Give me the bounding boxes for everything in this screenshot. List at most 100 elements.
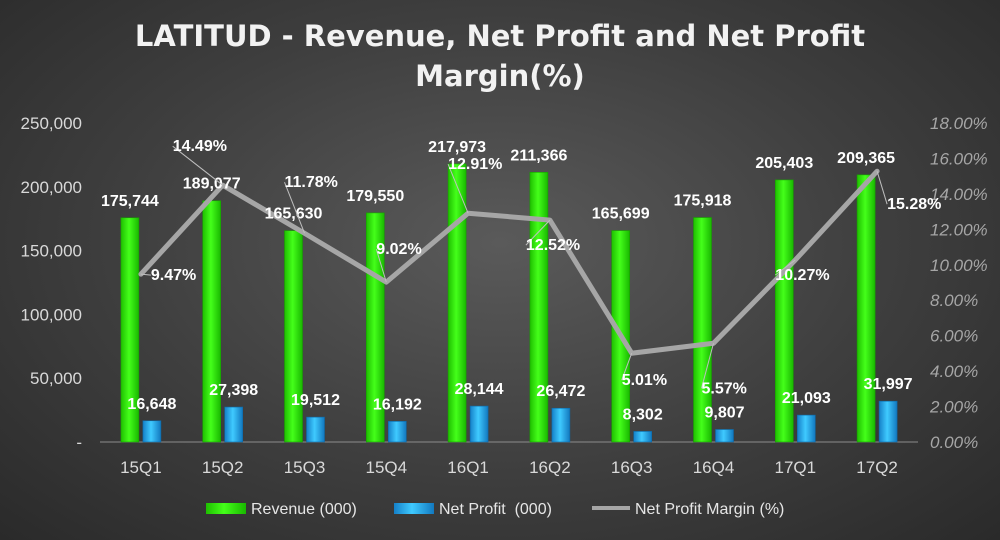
margin-data-label: 5.57% (702, 380, 747, 397)
revenue-data-label: 165,630 (265, 206, 323, 223)
net-profit-bar (551, 407, 571, 443)
left-tick-label: - (76, 433, 82, 452)
net-profit-bar (142, 420, 162, 443)
chart-title-line-2: Margin(%) (415, 59, 585, 93)
revenue-data-label: 217,973 (428, 139, 486, 156)
net-profit-bar (878, 400, 898, 443)
net-profit-data-label: 19,512 (291, 392, 340, 409)
left-tick-label: 50,000 (30, 369, 82, 388)
legend-label-revenue: Revenue (000) (251, 501, 357, 518)
right-tick-label: 14.00% (930, 185, 988, 204)
revenue-bar (284, 230, 303, 443)
legend-item-revenue: Revenue (000) (206, 501, 357, 518)
revenue-data-label: 209,365 (837, 150, 895, 167)
right-tick-label: 12.00% (930, 220, 988, 239)
revenue-bar (774, 179, 794, 443)
revenue-data-label: 205,403 (755, 155, 813, 172)
margin-label-leader (701, 343, 714, 389)
margin-data-label: 11.78% (285, 174, 338, 191)
margin-line-path (138, 168, 880, 356)
margin-data-label: 9.47% (151, 267, 196, 284)
right-tick-label: 4.00% (930, 362, 978, 381)
net-profit-bar (306, 416, 325, 443)
revenue-data-label: 165,699 (592, 206, 650, 223)
revenue-data-label: 189,077 (183, 176, 241, 193)
legend-item-margin: Net Profit Margin (%) (592, 501, 784, 518)
net-profit-bars (142, 400, 898, 443)
data-labels: 175,744 189,077 165,630 179,550 217,973 211,3… (101, 138, 941, 423)
left-tick-label: 150,000 (21, 242, 82, 261)
revenue-data-label: 179,550 (346, 188, 404, 205)
category-label: 15Q4 (366, 458, 408, 477)
margin-data-label: 12.52% (526, 237, 580, 254)
margin-label-leader (525, 219, 551, 246)
category-label: 16Q2 (529, 458, 571, 477)
right-tick-label: 0.00% (930, 433, 978, 452)
net-profit-data-label: 9,807 (704, 404, 744, 421)
net-profit-data-label: 31,997 (864, 376, 913, 393)
right-axis-ticks: 0.00% 2.00% 4.00% 6.00% 8.00% 10.00% 12.00% 14.… (929, 114, 988, 452)
net-profit-data-label: 27,398 (209, 382, 258, 399)
revenue-bar (529, 171, 549, 443)
margin-data-label: 10.27% (775, 267, 829, 284)
right-tick-label: 10.00% (930, 256, 988, 275)
revenue-bar (447, 163, 467, 443)
revenue-bar (202, 200, 221, 443)
legend-label-net-profit: Net Profit (000) (439, 501, 552, 518)
category-label: 17Q1 (775, 458, 817, 477)
right-tick-label: 18.00% (930, 114, 988, 133)
net-profit-data-label: 16,648 (127, 396, 176, 413)
margin-data-label: 14.49% (173, 138, 227, 155)
net-profit-bar (633, 431, 653, 443)
category-label: 16Q3 (611, 458, 653, 477)
margin-label-leader (375, 249, 387, 283)
margin-data-label: 5.01% (622, 372, 667, 389)
net-profit-bar (469, 405, 489, 443)
margin-label-leader (447, 164, 469, 214)
margin-label-leader (140, 273, 151, 276)
revenue-bar (693, 217, 712, 443)
net-profit-data-label: 21,093 (782, 390, 831, 407)
net-profit-data-label: 28,144 (455, 381, 504, 398)
margin-label-leader (774, 259, 796, 276)
revenue-bar (856, 174, 876, 443)
net-profit-data-label: 8,302 (623, 406, 663, 423)
net-profit-bar (387, 421, 407, 443)
margin-label-leader (621, 353, 633, 381)
margin-label-leader (284, 182, 305, 234)
legend: Revenue (000) Net Profit (000) Net Profi… (206, 501, 784, 518)
net-profit-margin-line (138, 168, 880, 356)
margin-label-leader (172, 145, 224, 186)
right-tick-label: 2.00% (929, 398, 978, 417)
revenue-data-label: 175,744 (101, 193, 159, 210)
category-label: 16Q1 (447, 458, 489, 477)
legend-swatch-net-profit (394, 503, 434, 514)
left-tick-label: 200,000 (21, 178, 82, 197)
left-tick-label: 250,000 (21, 114, 82, 133)
category-label: 15Q2 (202, 458, 244, 477)
legend-item-net-profit: Net Profit (000) (394, 501, 552, 518)
net-profit-bar (796, 414, 816, 443)
net-profit-data-label: 16,192 (373, 396, 422, 413)
revenue-data-label: 211,366 (510, 147, 567, 164)
margin-label-leader (876, 171, 888, 205)
legend-swatch-revenue (206, 503, 246, 514)
chart-title-line-1: LATITUD - Revenue, Net Profit and Net Pr… (135, 19, 865, 53)
right-tick-label: 8.00% (930, 291, 978, 310)
category-label: 16Q4 (693, 458, 735, 477)
left-tick-label: 100,000 (21, 305, 82, 324)
left-axis-ticks: - 50,000 100,000 150,000 200,000 250,000 (21, 114, 82, 452)
category-labels: 15Q1 15Q2 15Q3 15Q4 16Q1 16Q2 16Q3 16Q4 17Q1 17Q2 (120, 458, 898, 477)
right-tick-label: 6.00% (930, 327, 978, 346)
revenue-bar (120, 217, 140, 443)
legend-label-margin: Net Profit Margin (%) (635, 501, 784, 518)
revenue-bars (120, 163, 876, 443)
margin-data-label: 12.91% (448, 156, 502, 173)
margin-data-label: 15.28% (887, 196, 941, 213)
right-tick-label: 16.00% (930, 149, 988, 168)
revenue-data-label: 175,918 (674, 193, 732, 210)
net-profit-bar (715, 429, 734, 443)
category-label: 15Q3 (284, 458, 326, 477)
